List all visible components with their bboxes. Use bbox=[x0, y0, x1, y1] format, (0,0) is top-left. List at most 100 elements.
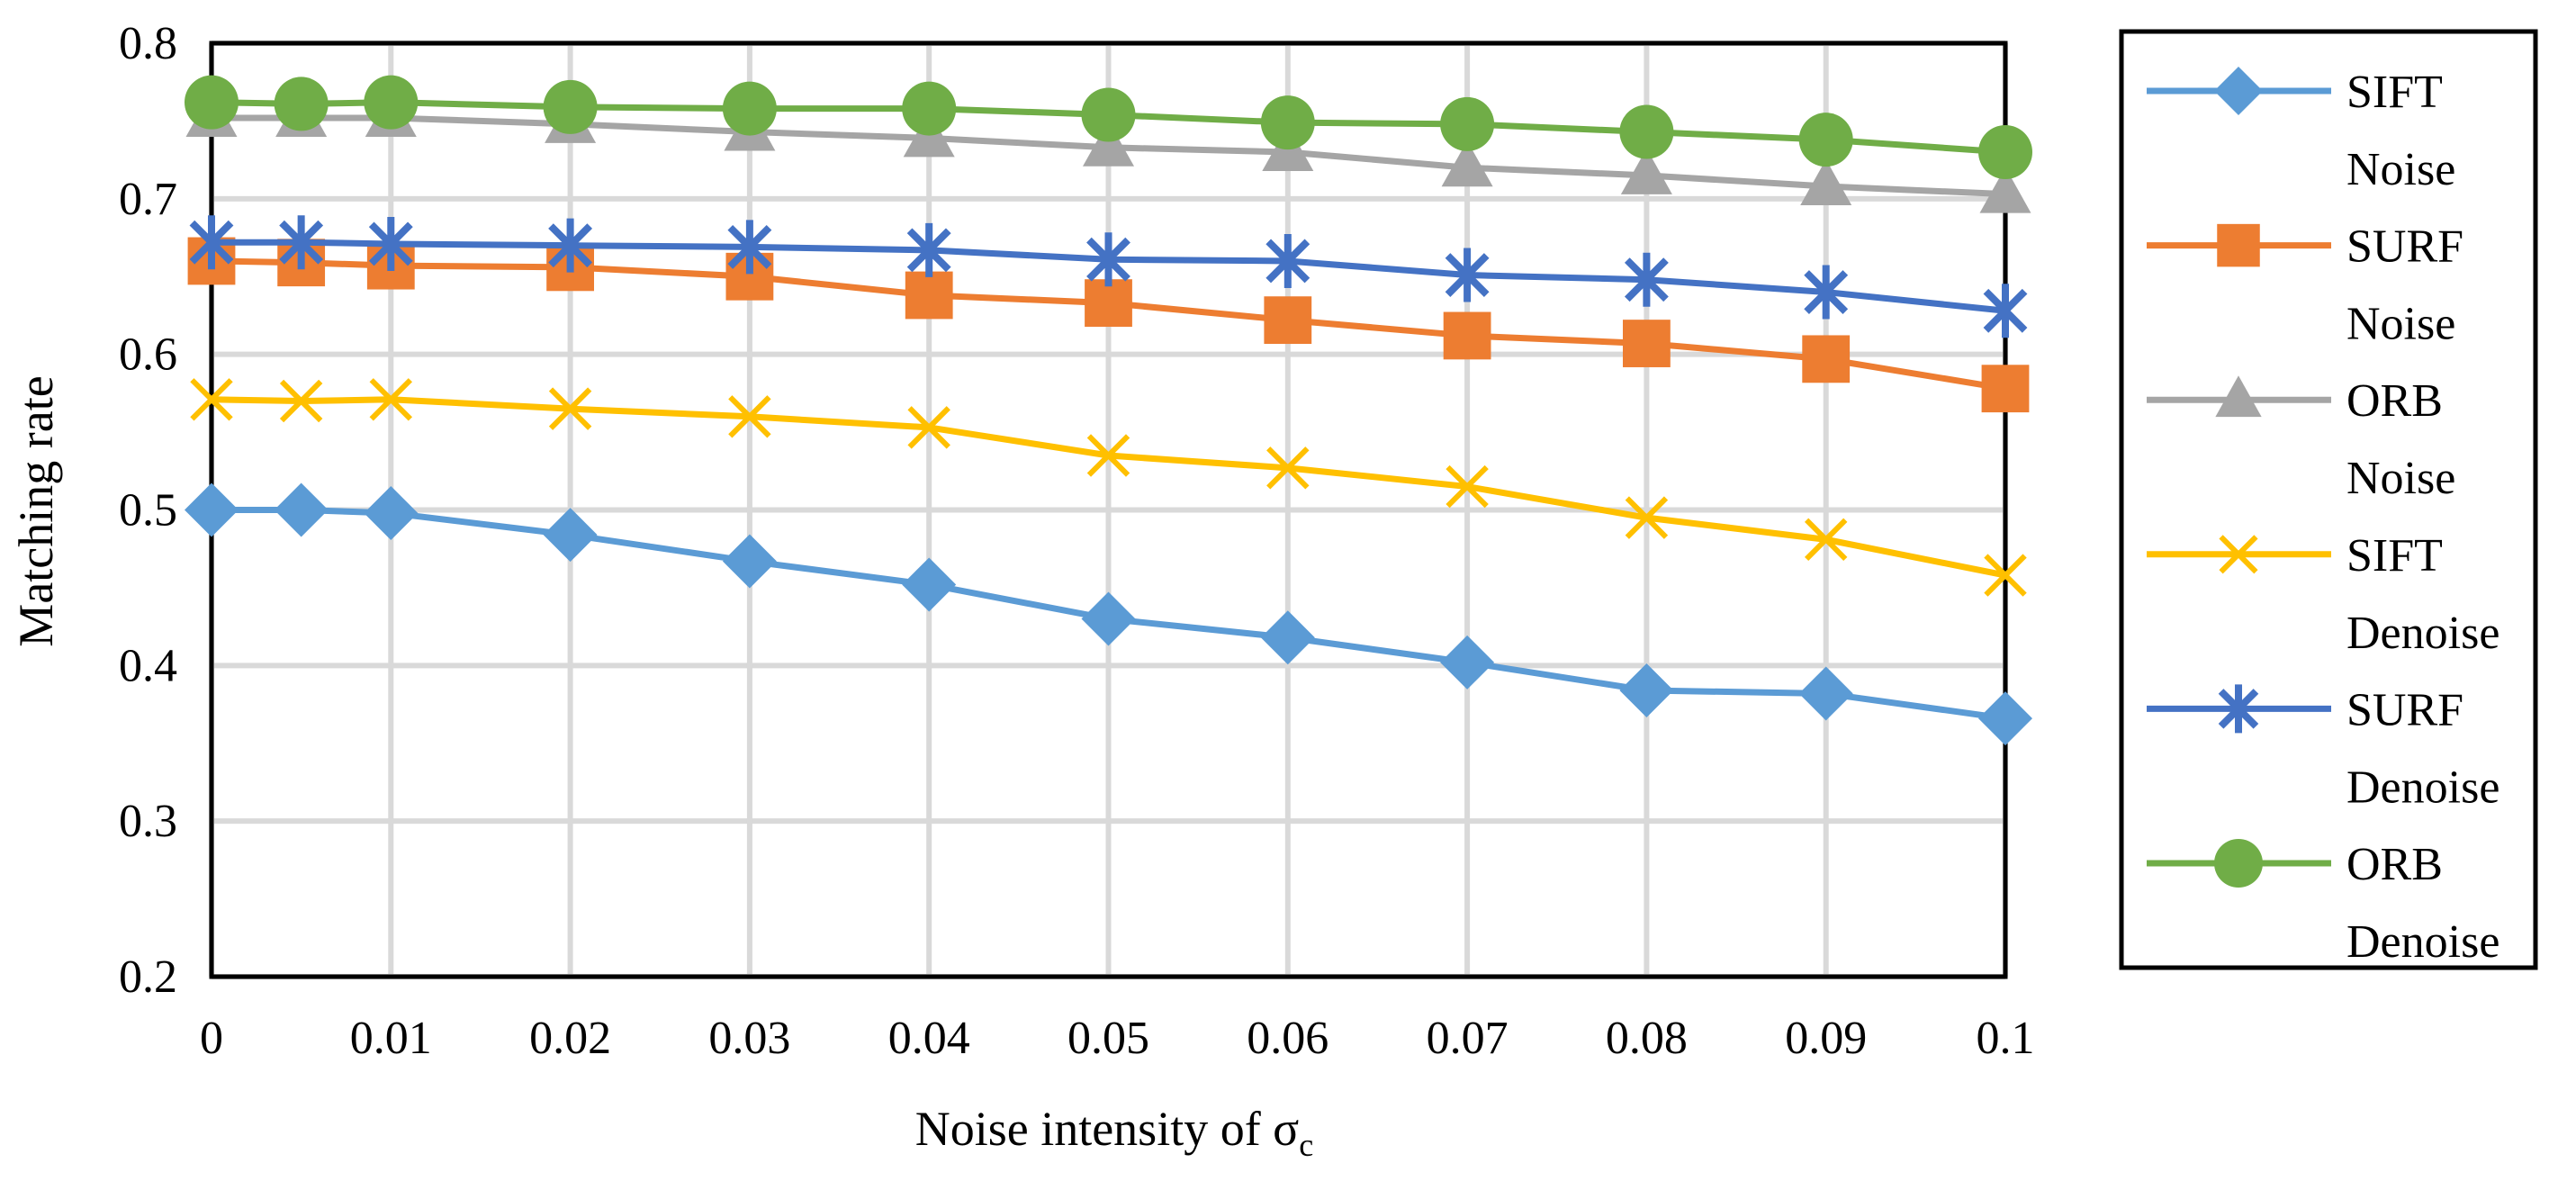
data-point-orb-denoise bbox=[274, 77, 329, 131]
data-point-sift-noise bbox=[722, 534, 777, 589]
data-point-orb-noise bbox=[1800, 159, 1852, 206]
data-point-sift-noise bbox=[1619, 663, 1674, 717]
data-point-orb-denoise bbox=[543, 79, 598, 134]
data-point-surf-denoise bbox=[279, 215, 324, 270]
data-point-sift-denoise bbox=[1266, 446, 1310, 490]
legend-marker bbox=[2218, 684, 2259, 734]
y-tick-label: 0.4 bbox=[119, 640, 177, 691]
data-point-orb-denoise bbox=[902, 81, 957, 136]
x-tick-label: 0.01 bbox=[350, 1013, 432, 1064]
y-axis-title: Matching rate bbox=[9, 375, 63, 646]
legend-item-sift-denoise: SIFT Denoise bbox=[2147, 530, 2499, 659]
x-tick-label: 0.1 bbox=[1977, 1013, 2035, 1064]
data-point-sift-denoise bbox=[1984, 554, 2027, 597]
legend-item-surf-denoise: SURF Denoise bbox=[2147, 684, 2499, 813]
data-point-surf-denoise bbox=[1445, 248, 1490, 302]
x-tick-label: 0.07 bbox=[1427, 1013, 1509, 1064]
x-axis-title: Noise intensity of σc bbox=[915, 1102, 1314, 1163]
data-point-surf-denoise bbox=[1086, 232, 1130, 287]
data-point-surf-denoise bbox=[1265, 233, 1311, 288]
data-point-surf-noise bbox=[1085, 279, 1132, 328]
legend-box bbox=[2119, 29, 2538, 970]
series-line-surf-denoise bbox=[212, 239, 2006, 314]
data-point-orb-noise bbox=[1083, 120, 1134, 167]
data-point-surf-denoise bbox=[189, 215, 234, 270]
legend-item-orb-denoise: ORB Denoise bbox=[2147, 839, 2499, 968]
data-point-orb-denoise bbox=[1798, 113, 1853, 167]
data-point-sift-denoise bbox=[279, 379, 323, 423]
x-tick-label: 0.09 bbox=[1785, 1013, 1867, 1064]
legend-label: ORB Denoise bbox=[2346, 839, 2499, 968]
y-tick-label: 0.2 bbox=[119, 951, 177, 1003]
data-point-orb-noise bbox=[1620, 148, 1672, 194]
series-line-sift-denoise bbox=[211, 396, 2006, 579]
legend-marker bbox=[2219, 535, 2258, 574]
data-point-sift-denoise bbox=[190, 378, 233, 421]
tick-labels: 0.2 0.3 0.4 0.5 0.6 0.7 0.8 0 0.01 0.02 0.03 0.04 0.… bbox=[119, 18, 2035, 1064]
data-point-surf-denoise bbox=[1804, 265, 1849, 320]
data-point-sift-denoise bbox=[728, 395, 771, 438]
legend-item-surf-noise: SURF Noise bbox=[2147, 221, 2463, 350]
data-point-sift-denoise bbox=[1804, 518, 1848, 562]
data-point-sift-noise bbox=[185, 482, 239, 537]
series-sift-denoise bbox=[190, 378, 2027, 597]
data-point-orb-denoise bbox=[1619, 104, 1674, 159]
data-point-surf-noise bbox=[1264, 296, 1312, 345]
data-point-sift-noise bbox=[274, 482, 329, 537]
data-point-sift-denoise bbox=[548, 387, 592, 430]
data-point-surf-denoise bbox=[1983, 284, 2028, 338]
data-point-sift-noise bbox=[1978, 691, 2032, 746]
data-point-surf-denoise bbox=[368, 216, 413, 271]
data-point-orb-denoise bbox=[1978, 124, 2032, 179]
legend-label: ORB Noise bbox=[2346, 375, 2455, 504]
legend-marker bbox=[2214, 839, 2263, 888]
data-point-sift-noise bbox=[364, 485, 419, 540]
data-point-sift-noise bbox=[1798, 666, 1853, 721]
legend: SIFT Noise SURF Noise ORB Noise SIFT Denoise SUR… bbox=[2119, 29, 2538, 970]
series-orb-denoise bbox=[185, 75, 2032, 179]
series-sift-noise bbox=[185, 482, 2032, 746]
x-tick-label: 0.02 bbox=[529, 1013, 611, 1064]
x-tick-label: 0.08 bbox=[1606, 1013, 1688, 1064]
y-tick-label: 0.3 bbox=[119, 796, 177, 847]
legend-marker bbox=[2217, 223, 2260, 267]
x-axis-title-subscript: c bbox=[1299, 1127, 1313, 1163]
data-point-orb-denoise bbox=[722, 81, 777, 136]
data-point-surf-noise bbox=[1802, 335, 1851, 383]
data-point-sift-noise bbox=[902, 557, 957, 612]
data-point-sift-denoise bbox=[1625, 496, 1669, 539]
data-point-sift-denoise bbox=[1086, 434, 1130, 477]
legend-label: SURF Noise bbox=[2346, 221, 2463, 350]
legend-label: SURF Denoise bbox=[2346, 684, 2499, 813]
x-tick-label: 0 bbox=[200, 1013, 223, 1064]
data-point-surf-noise bbox=[1623, 320, 1671, 367]
y-tick-label: 0.7 bbox=[119, 174, 177, 225]
legend-label: SIFT Noise bbox=[2346, 67, 2455, 195]
axis-titles: Matching rate Noise intensity of σc bbox=[9, 375, 1313, 1163]
data-point-sift-noise bbox=[1260, 610, 1315, 665]
data-point-orb-denoise bbox=[185, 75, 239, 130]
data-point-orb-denoise bbox=[1260, 95, 1315, 150]
data-point-surf-denoise bbox=[1624, 252, 1669, 307]
data-point-orb-noise bbox=[1441, 140, 1493, 187]
x-tick-label: 0.06 bbox=[1247, 1013, 1329, 1064]
data-point-sift-denoise bbox=[369, 378, 413, 421]
x-tick-label: 0.05 bbox=[1067, 1013, 1149, 1064]
series-group bbox=[185, 75, 2032, 746]
series-surf-denoise bbox=[189, 215, 2028, 338]
data-point-orb-denoise bbox=[364, 75, 419, 130]
legend-item-orb-noise: ORB Noise bbox=[2147, 375, 2455, 504]
data-point-surf-noise bbox=[1443, 311, 1491, 360]
data-point-sift-noise bbox=[1081, 591, 1136, 646]
data-point-orb-denoise bbox=[1440, 96, 1495, 151]
data-point-sift-noise bbox=[1440, 635, 1495, 690]
x-axis-title-main: Noise intensity of σ bbox=[915, 1102, 1300, 1156]
legend-label: SIFT Denoise bbox=[2346, 530, 2499, 659]
legend-marker bbox=[2215, 375, 2262, 418]
data-point-sift-noise bbox=[543, 508, 598, 563]
x-tick-label: 0.03 bbox=[708, 1013, 790, 1064]
data-point-surf-noise bbox=[905, 271, 953, 320]
data-point-orb-denoise bbox=[1081, 87, 1136, 142]
